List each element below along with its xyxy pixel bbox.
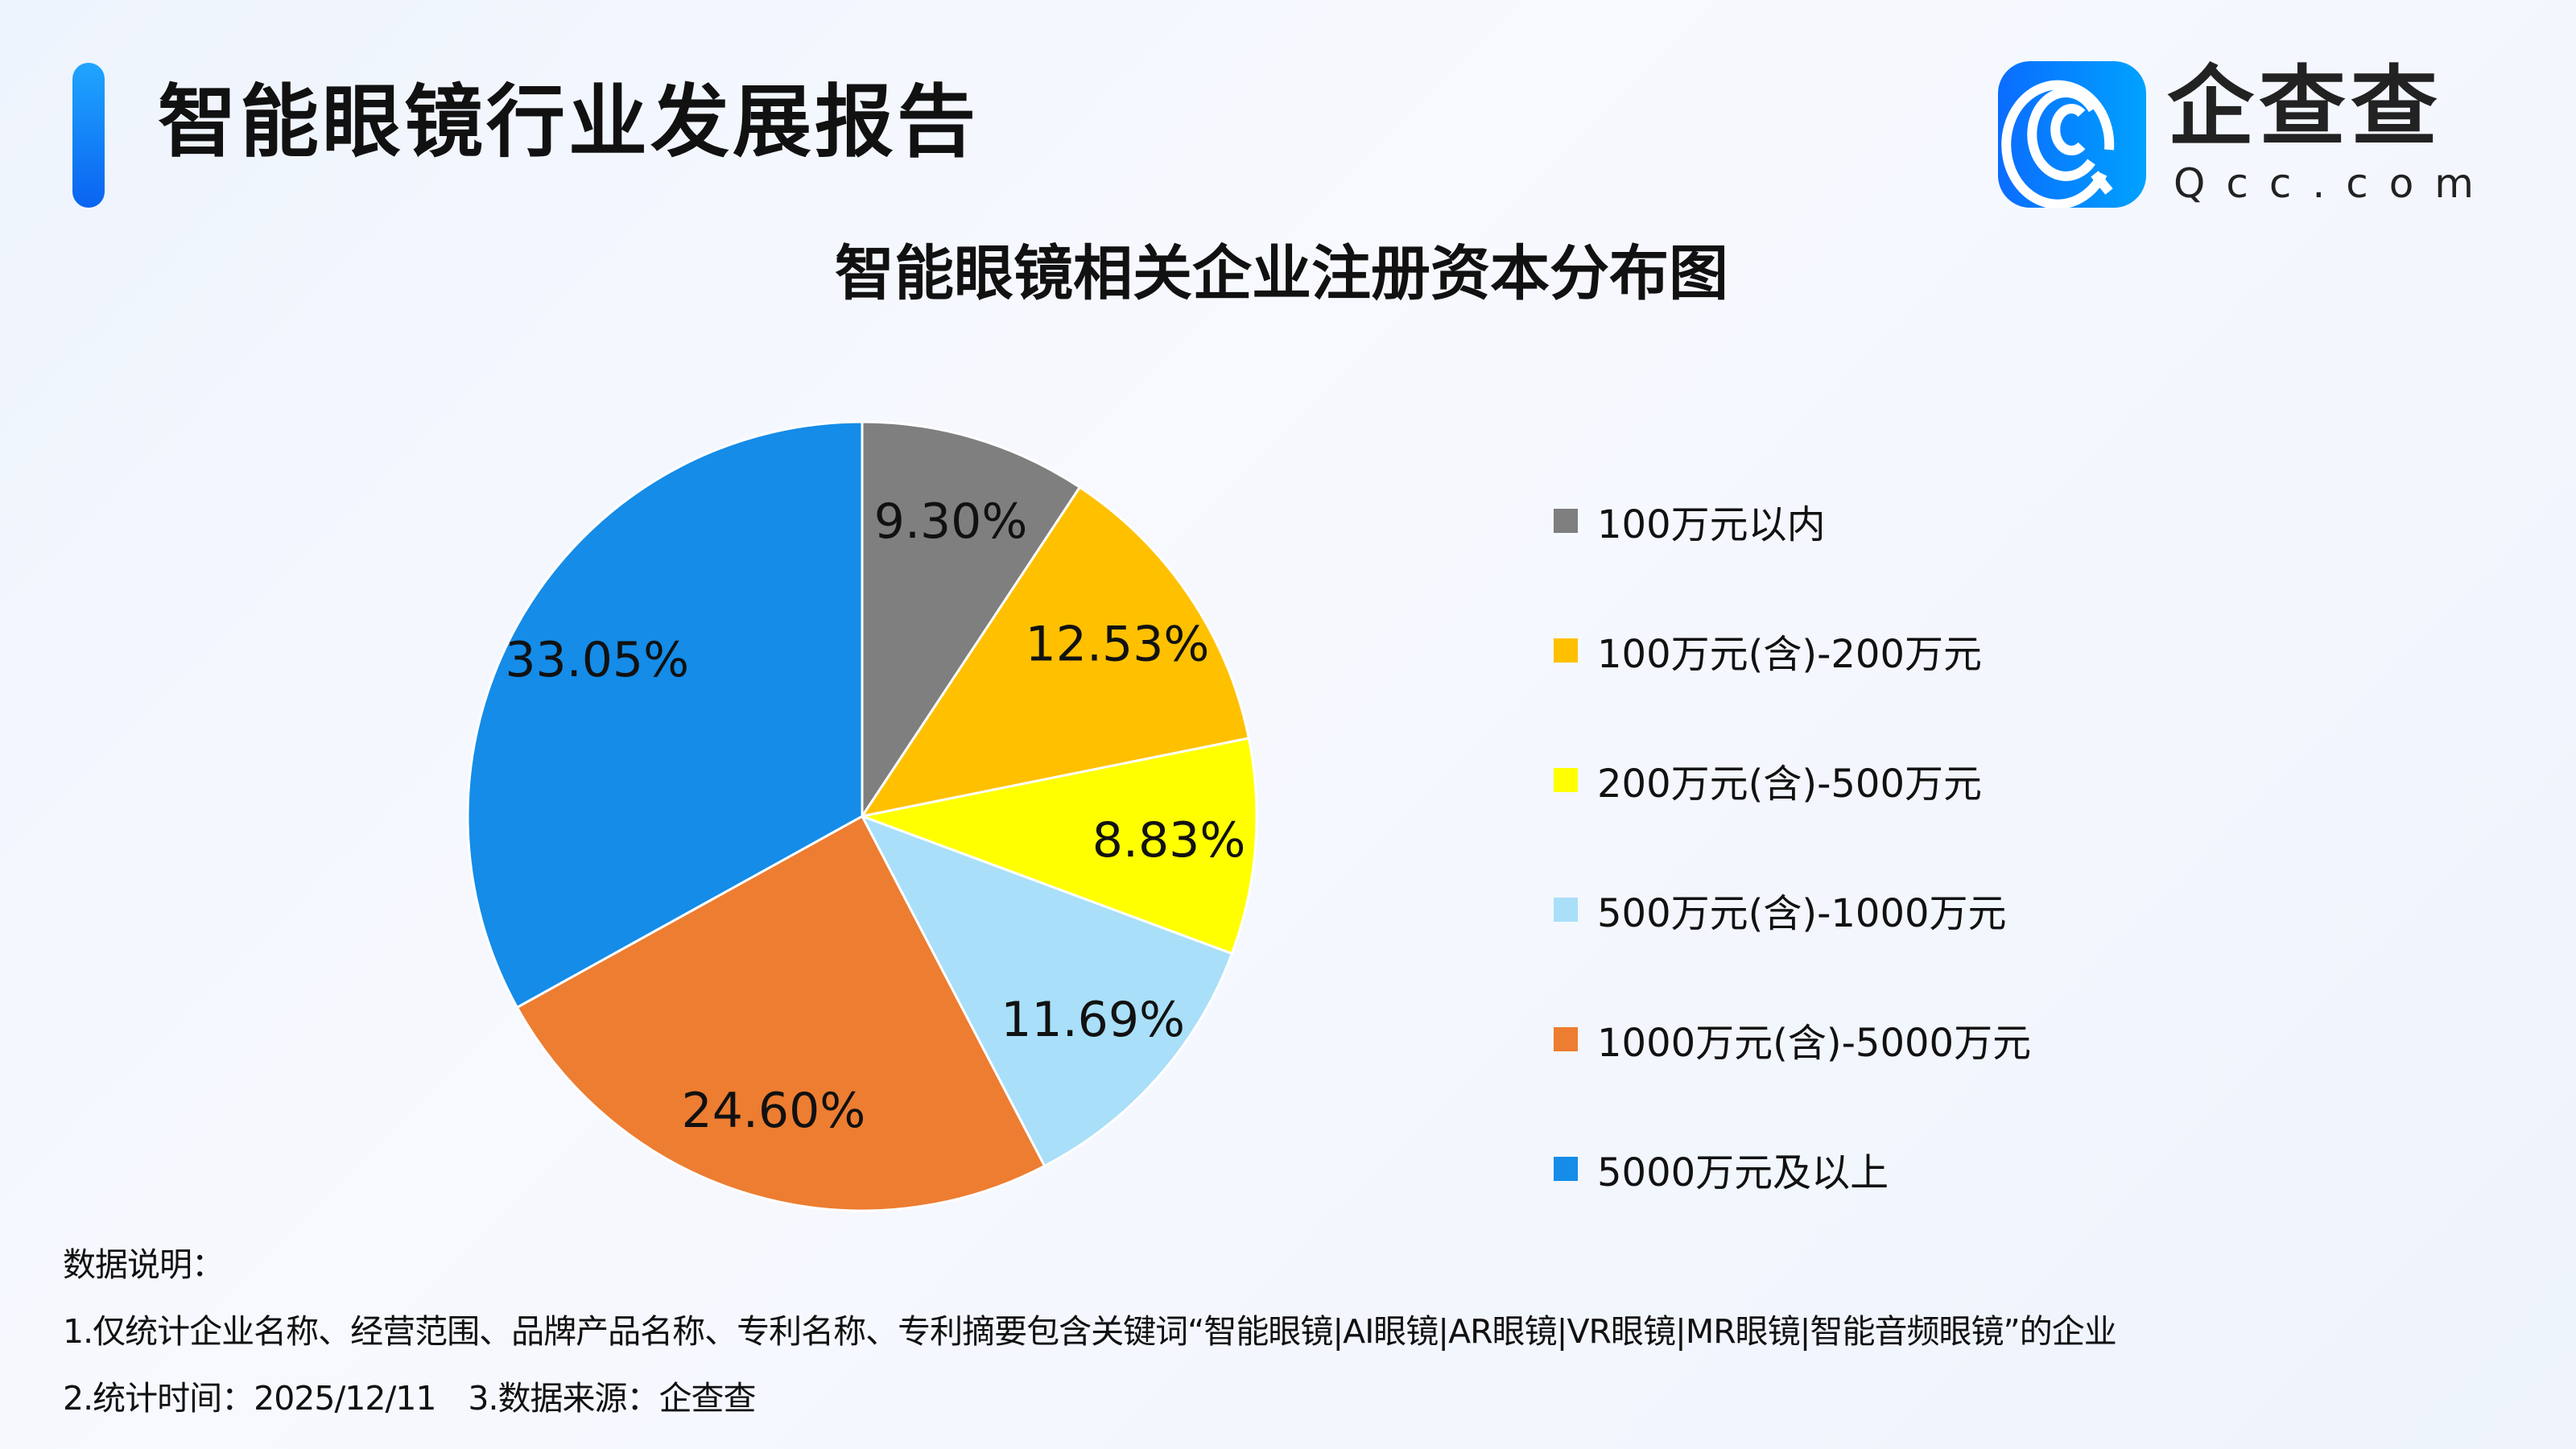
footer-heading: 数据说明： xyxy=(63,1245,225,1284)
slice-label: 24.60% xyxy=(682,1083,866,1139)
legend-label: 500万元(含)-1000万元 xyxy=(1597,890,2007,936)
legend-label: 100万元以内 xyxy=(1597,502,1826,547)
legend-swatch xyxy=(1554,897,1578,922)
title-accent-bar xyxy=(72,63,105,208)
slice-label: 8.83% xyxy=(1092,812,1246,869)
legend-item: 5000万元及以上 xyxy=(1554,1104,2031,1233)
legend-label: 100万元(含)-200万元 xyxy=(1597,631,1983,677)
legend-item: 1000万元(含)-5000万元 xyxy=(1554,974,2031,1104)
chart-title: 智能眼镜相关企业注册资本分布图 xyxy=(835,239,1728,308)
pie-slice xyxy=(861,420,1082,820)
logo-text: 企查查 xyxy=(2167,57,2443,158)
legend-item: 200万元(含)-500万元 xyxy=(1554,715,2031,844)
qcc-logo-icon xyxy=(1998,61,2146,208)
legend-item: 100万元(含)-200万元 xyxy=(1554,585,2031,715)
legend: 100万元以内 100万元(含)-200万元 200万元(含)-500万元 500万元… xyxy=(1554,456,2031,1233)
page-title: 智能眼镜行业发展报告 xyxy=(158,76,980,168)
legend-swatch xyxy=(1554,1026,1578,1051)
legend-swatch xyxy=(1554,1156,1578,1181)
pie-slice xyxy=(466,420,864,1009)
slice-label: 9.30% xyxy=(874,493,1028,550)
legend-label: 200万元(含)-500万元 xyxy=(1597,761,1983,807)
pie-slice xyxy=(515,814,1046,1212)
legend-item: 100万元以内 xyxy=(1554,456,2031,585)
pie-slice xyxy=(859,814,1234,1168)
legend-swatch xyxy=(1554,767,1578,792)
legend-label: 5000万元及以上 xyxy=(1597,1150,1889,1195)
legend-swatch xyxy=(1554,638,1578,663)
legend-swatch xyxy=(1554,508,1578,533)
slice-label: 11.69% xyxy=(1001,992,1185,1048)
pie-slice xyxy=(859,485,1251,819)
pie-slice xyxy=(857,737,1258,956)
slice-label: 12.53% xyxy=(1026,616,1210,672)
slice-label: 33.05% xyxy=(505,632,689,688)
legend-item: 500万元(含)-1000万元 xyxy=(1554,844,2031,974)
logo-domain: Qcc.com xyxy=(2174,160,2496,207)
footer-line-2: 2.统计时间：2025/12/11 3.数据来源：企查查 xyxy=(63,1379,757,1418)
footer-notes: 数据说明： 1.仅统计企业名称、经营范围、品牌产品名称、专利名称、专利摘要包含关… xyxy=(63,1232,2117,1432)
legend-label: 1000万元(含)-5000万元 xyxy=(1597,1020,2032,1066)
footer-line-1: 1.仅统计企业名称、经营范围、品牌产品名称、专利名称、专利摘要包含关键词“智能眼… xyxy=(63,1312,2117,1351)
